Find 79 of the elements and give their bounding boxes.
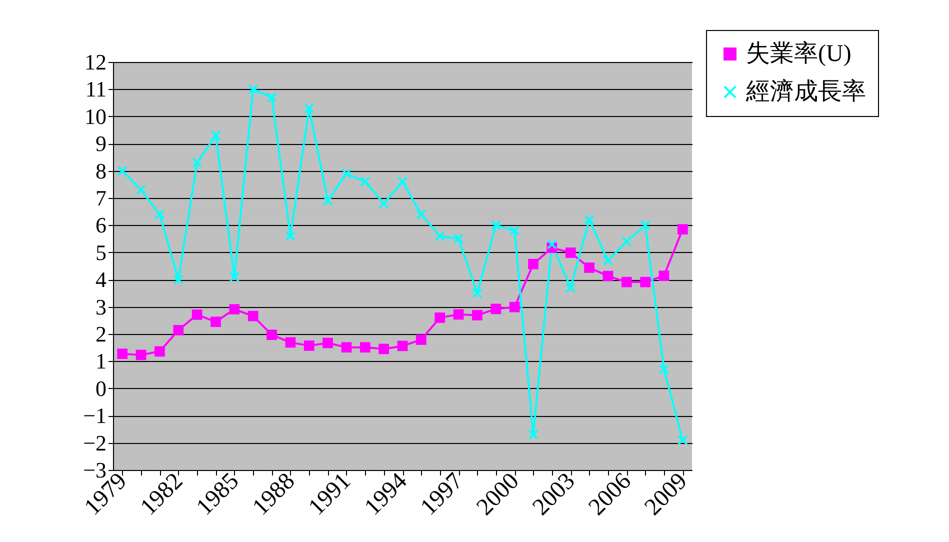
point: [677, 434, 688, 446]
point: [192, 310, 202, 320]
point: [397, 176, 408, 187]
y-tick-label: 1: [96, 348, 106, 374]
point: [304, 103, 314, 114]
point: [173, 325, 184, 336]
point: [117, 348, 128, 360]
point: [546, 239, 558, 250]
y-tick-label: 11: [85, 76, 106, 102]
point: [509, 225, 520, 236]
point: [136, 184, 146, 196]
point: [360, 342, 370, 353]
point: [602, 255, 614, 266]
point: [285, 337, 296, 348]
point: [528, 429, 538, 440]
point: [472, 310, 482, 320]
point: [416, 209, 426, 220]
point: [154, 346, 165, 357]
point: [416, 334, 426, 345]
point: [248, 84, 258, 94]
y-tick-label: 8: [96, 158, 106, 184]
y-tick-label: 10: [84, 104, 106, 129]
point: [192, 157, 202, 168]
y-tick-label: −2: [83, 430, 106, 456]
point: [490, 220, 502, 230]
point: [173, 274, 184, 285]
y-tick-label: 5: [96, 240, 106, 265]
point: [154, 209, 165, 220]
point: [640, 220, 650, 230]
point: [565, 282, 576, 293]
y-tick-label: 2: [96, 322, 106, 346]
point: [378, 198, 390, 209]
point: [266, 330, 277, 340]
legend-label: 經濟成長率: [745, 78, 866, 105]
point: [602, 270, 614, 282]
y-tick-label: 9: [96, 131, 106, 156]
point: [117, 166, 128, 176]
point: [584, 262, 594, 273]
point: [285, 230, 296, 242]
point: [677, 224, 688, 234]
y-tick-label: 12: [84, 50, 106, 74]
y-tick-label: 0: [96, 376, 106, 401]
y-tick-label: 6: [96, 212, 106, 238]
point: [434, 230, 446, 242]
point: [360, 176, 370, 187]
point: [621, 236, 632, 247]
point: [322, 338, 333, 348]
point: [621, 276, 632, 288]
point: [658, 364, 670, 375]
point: [378, 344, 390, 354]
point: [434, 312, 446, 323]
point: [528, 258, 538, 270]
point: [304, 340, 314, 351]
legend-label: 失業率(U): [746, 40, 852, 67]
point: [322, 196, 333, 206]
point: [565, 247, 576, 258]
point: [640, 276, 650, 288]
point: [453, 234, 464, 244]
point: [453, 309, 464, 320]
point: [136, 350, 146, 360]
point: [341, 168, 352, 179]
x-tick-label: 1991: [304, 468, 356, 521]
point: [210, 130, 221, 141]
point: [472, 288, 482, 298]
point: [266, 92, 277, 103]
point: [248, 310, 258, 322]
point: [584, 214, 594, 225]
y-tick-label: 7: [96, 186, 106, 210]
point: [210, 316, 221, 327]
point: [490, 304, 502, 314]
point: [229, 304, 240, 314]
y-tick-label: 4: [96, 267, 106, 292]
point: [229, 272, 240, 282]
y-tick-label: −1: [83, 403, 106, 428]
point: [509, 302, 520, 312]
point: [341, 342, 352, 353]
point: [658, 270, 670, 281]
y-tick-label: 3: [96, 294, 106, 320]
point: [397, 340, 408, 352]
